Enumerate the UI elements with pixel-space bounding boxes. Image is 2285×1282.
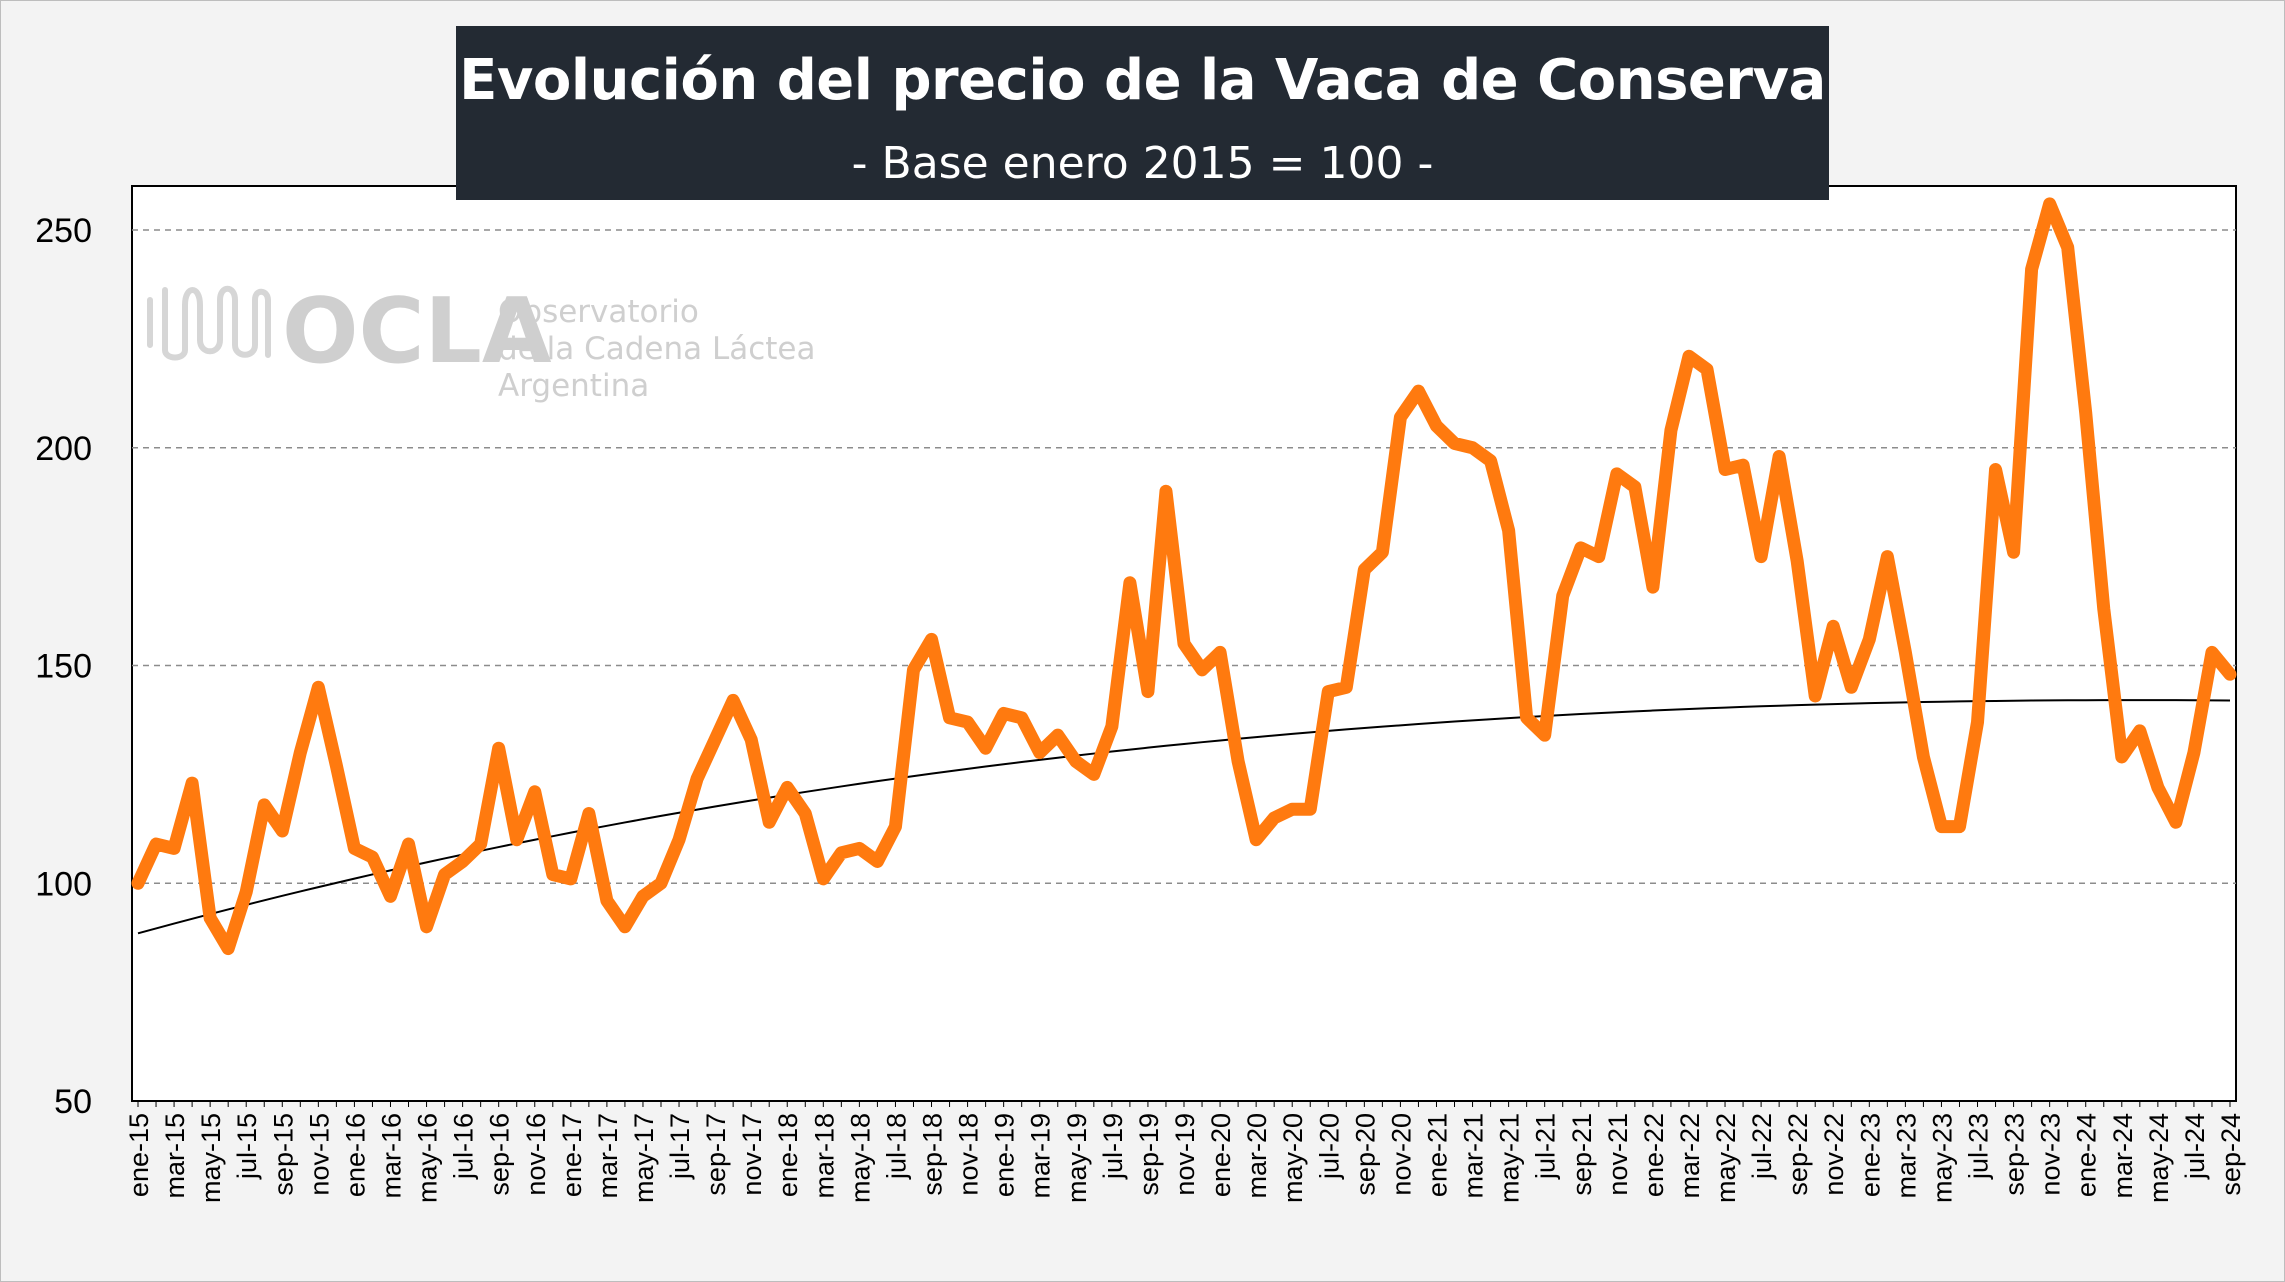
x-tick-label: nov-22	[1819, 1113, 1849, 1196]
x-tick-label: sep-24	[2216, 1113, 2246, 1196]
title-box: Evolución del precio de la Vaca de Conse…	[456, 26, 1829, 200]
x-tick-label: nov-16	[521, 1113, 551, 1196]
x-tick-label: sep-15	[268, 1113, 298, 1196]
y-axis: 50 100 150 200 250	[35, 212, 92, 1121]
x-tick-label: sep-23	[2000, 1113, 2030, 1196]
x-tick-label: jul-21	[1531, 1113, 1561, 1180]
watermark-line3: Argentina	[498, 368, 649, 404]
x-tick-label: sep-20	[1350, 1113, 1380, 1196]
x-tick-label: sep-19	[1134, 1113, 1164, 1196]
x-tick-label: nov-21	[1603, 1113, 1633, 1196]
watermark-line1: Observatorio	[498, 294, 699, 330]
x-tick-label: mar-19	[1026, 1113, 1056, 1199]
x-tick-label: nov-19	[1170, 1113, 1200, 1196]
x-tick-label: ene-15	[124, 1113, 154, 1197]
price-index-line	[131, 197, 2237, 956]
x-tick-label: jul-20	[1314, 1113, 1344, 1180]
y-tick-label: 100	[35, 865, 92, 903]
watermark-line2: de la Cadena Láctea	[498, 331, 816, 367]
x-tick-label: sep-21	[1567, 1113, 1597, 1196]
x-tick-label: may-22	[1711, 1113, 1741, 1203]
x-tick-label: sep-17	[701, 1113, 731, 1196]
y-tick-label: 250	[35, 212, 92, 250]
gridlines	[132, 229, 2236, 884]
x-tick-label: may-21	[1495, 1113, 1525, 1203]
x-tick-label: nov-23	[2036, 1113, 2066, 1196]
x-tick-label: jul-16	[449, 1113, 479, 1180]
x-tick-label: ene-23	[1855, 1113, 1885, 1197]
x-tick-label: ene-20	[1206, 1113, 1236, 1197]
y-tick-label: 200	[35, 430, 92, 468]
x-tick-label: may-20	[1278, 1113, 1308, 1203]
x-tick-label: jul-23	[1964, 1113, 1994, 1180]
x-tick-label: mar-24	[2108, 1113, 2138, 1199]
x-tick-label: mar-15	[160, 1113, 190, 1199]
x-tick-label: may-23	[1927, 1113, 1957, 1203]
x-tick-label: ene-18	[773, 1113, 803, 1197]
x-tick-label: nov-18	[954, 1113, 984, 1196]
x-axis: ene-15 mar-15 may-15 jul-15 sep-15 nov-15 ene-…	[124, 1101, 2246, 1203]
y-tick-label: 150	[35, 648, 92, 686]
x-tick-label: jul-19	[1098, 1113, 1128, 1180]
x-tick-label: ene-16	[340, 1113, 370, 1197]
x-tick-label: nov-15	[304, 1113, 334, 1196]
x-tick-label: jul-22	[1747, 1113, 1777, 1180]
watermark: OCLA Observatorio de la Cadena Láctea Ar…	[147, 279, 816, 404]
x-tick-label: mar-16	[376, 1113, 406, 1199]
x-tick-label: ene-21	[1422, 1113, 1452, 1197]
x-tick-label: sep-18	[918, 1113, 948, 1196]
chart-title: Evolución del precio de la Vaca de Conse…	[459, 48, 1826, 113]
x-tick-label: mar-23	[1891, 1113, 1921, 1199]
x-tick-label: mar-21	[1459, 1113, 1489, 1199]
x-tick-label: mar-18	[809, 1113, 839, 1199]
x-tick-label: ene-17	[557, 1113, 587, 1197]
x-tick-label: may-18	[845, 1113, 875, 1203]
x-tick-label: may-24	[2144, 1113, 2174, 1203]
x-tick-label: may-16	[413, 1113, 443, 1203]
x-tick-label: mar-22	[1675, 1113, 1705, 1199]
trend-line	[137, 699, 2231, 935]
chart-subtitle: - Base enero 2015 = 100 -	[851, 138, 1434, 189]
x-tick-label: mar-17	[593, 1113, 623, 1199]
x-tick-label: jul-18	[881, 1113, 911, 1180]
x-tick-label: nov-17	[737, 1113, 767, 1196]
x-tick-label: sep-22	[1783, 1113, 1813, 1196]
y-tick-label: 50	[54, 1083, 92, 1121]
x-tick-label: jul-17	[665, 1113, 695, 1180]
series-layer	[131, 197, 2237, 956]
waveform-icon	[147, 285, 271, 361]
watermark-logo: OCLA	[282, 279, 552, 384]
x-tick-label: ene-19	[990, 1113, 1020, 1197]
x-tick-label: jul-15	[232, 1113, 262, 1180]
x-tick-label: may-15	[196, 1113, 226, 1203]
x-tick-label: mar-20	[1242, 1113, 1272, 1199]
x-tick-label: nov-20	[1386, 1113, 1416, 1196]
x-tick-label: ene-24	[2072, 1113, 2102, 1197]
x-tick-label: may-19	[1062, 1113, 1092, 1203]
x-tick-label: ene-22	[1639, 1113, 1669, 1197]
x-tick-label: jul-24	[2180, 1113, 2210, 1180]
x-tick-label: sep-16	[485, 1113, 515, 1196]
x-tick-label: may-17	[629, 1113, 659, 1203]
